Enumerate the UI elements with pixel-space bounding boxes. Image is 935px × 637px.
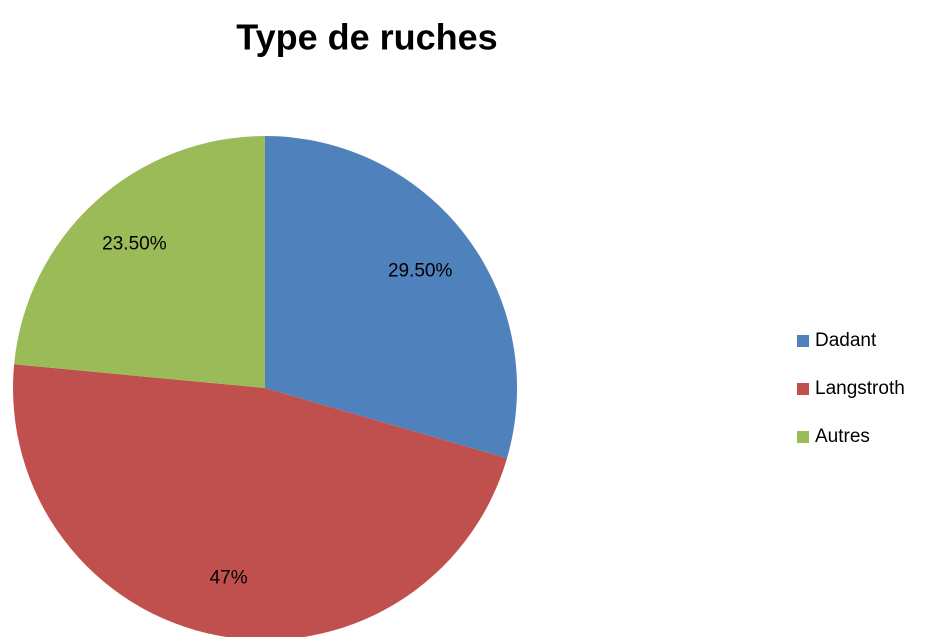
pie-slice: [265, 136, 517, 459]
chart-title: Type de ruches: [236, 17, 497, 58]
legend-swatch: [797, 383, 809, 395]
pie-slice: [14, 136, 266, 388]
legend-label: Langstroth: [815, 378, 905, 399]
value-label: 47%: [210, 568, 248, 589]
pie-slice: [13, 364, 507, 637]
legend-label: Dadant: [815, 330, 877, 351]
legend-label: Autres: [815, 426, 870, 447]
legend-swatch: [797, 335, 809, 347]
legend-swatch: [797, 431, 809, 443]
value-label: 23.50%: [102, 233, 167, 254]
value-label: 29.50%: [388, 261, 453, 282]
